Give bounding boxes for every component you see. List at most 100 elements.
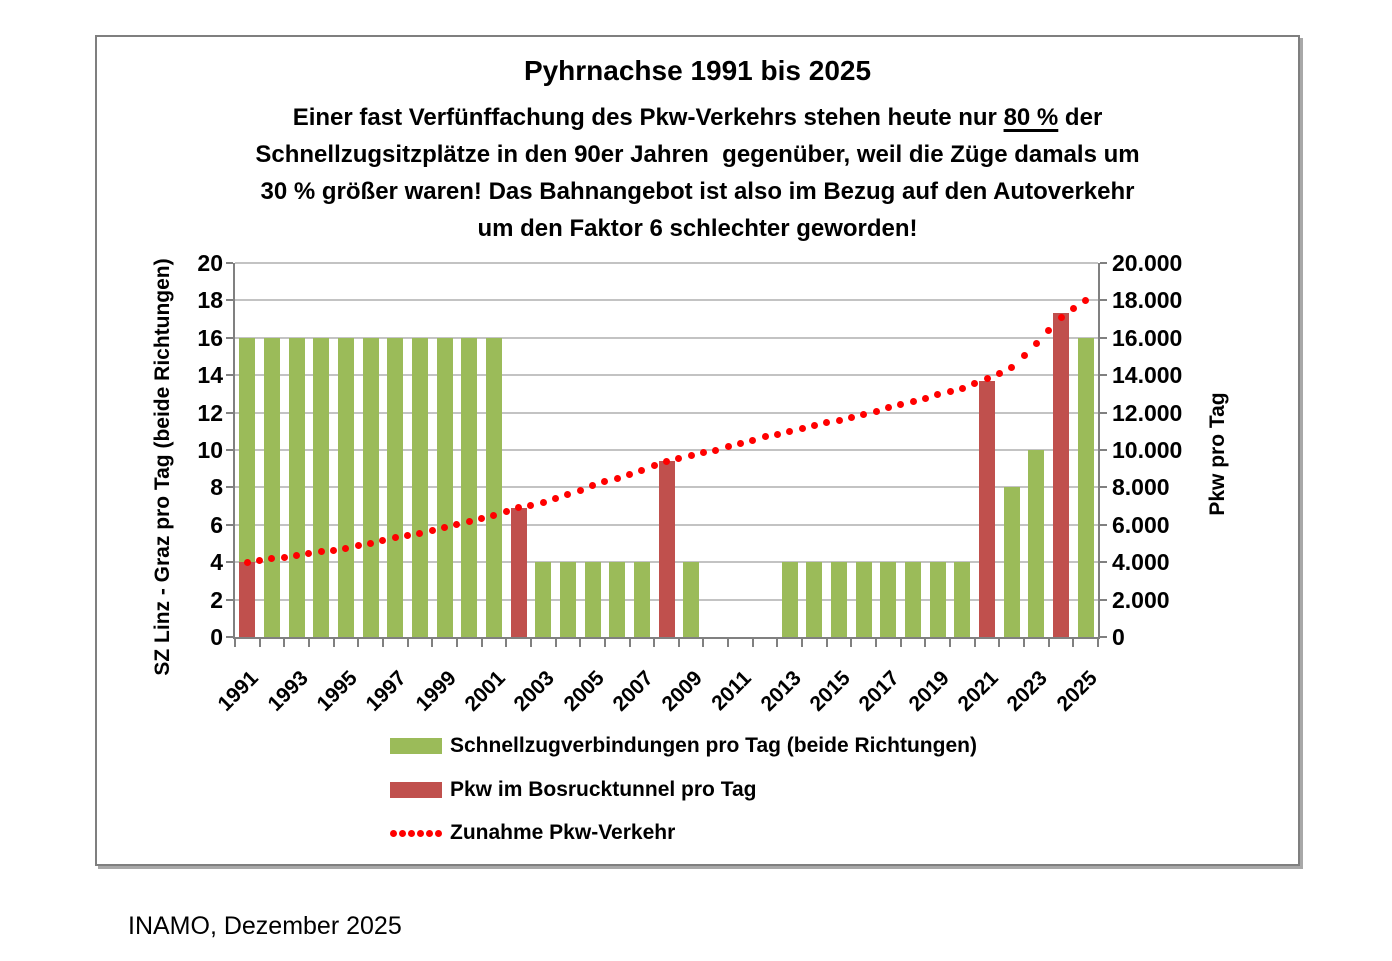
trend-dot — [983, 375, 991, 383]
trend-dot — [872, 407, 880, 415]
trend-dot — [909, 397, 917, 405]
trend-dot — [243, 558, 251, 566]
trend-dot — [268, 554, 276, 562]
trend-dot — [847, 413, 855, 421]
chart-title: Pyhrnachse 1991 bis 2025 — [523, 55, 872, 86]
right-axis-tick-label: 6.000 — [1112, 511, 1170, 538]
x-axis-tick — [949, 639, 952, 647]
right-axis-tick-label: 0 — [1112, 624, 1125, 650]
x-axis-line — [233, 637, 1100, 639]
bar-train-1993 — [288, 337, 305, 637]
left-axis-tick — [226, 262, 233, 264]
x-axis-tick — [357, 639, 360, 647]
x-axis-tick — [1023, 639, 1026, 647]
bar-train-2018 — [905, 562, 922, 637]
left-axis-tick — [226, 374, 233, 377]
left-axis-tick — [226, 411, 233, 414]
bar-car-2002 — [510, 507, 527, 637]
x-axis-tick — [998, 639, 1001, 647]
right-axis-tick-label: 4.000 — [1112, 549, 1170, 576]
trend-dot — [280, 553, 288, 561]
x-axis-tick — [653, 639, 656, 647]
left-axis-tick-label: 2 — [210, 586, 223, 613]
legend-swatch-red-dots — [390, 829, 442, 837]
subtitle-line1-post: der — [1058, 104, 1103, 131]
legend-dot — [417, 829, 424, 837]
left-axis-tick — [226, 561, 233, 564]
legend-item-trains: Schnellzugverbindungen pro Tag (beide Ri… — [390, 733, 977, 759]
left-axis-tick — [226, 336, 233, 339]
right-axis-tick — [1100, 486, 1107, 489]
trend-dot — [675, 454, 683, 462]
left-axis-tick-label: 6 — [210, 511, 223, 538]
legend-dot — [426, 829, 433, 837]
bar-train-2015 — [831, 562, 848, 637]
trend-dot — [749, 436, 757, 444]
gridline — [235, 336, 1098, 339]
right-axis-line — [1098, 263, 1100, 639]
left-axis-tick — [226, 636, 233, 638]
right-axis-title: Pkw pro Tag — [1206, 392, 1229, 516]
x-axis-tick — [505, 639, 508, 647]
left-axis-tick-label: 10 — [197, 437, 223, 463]
x-axis-tick — [875, 639, 878, 647]
trend-dot — [773, 430, 781, 438]
left-axis-tick-label: 20 — [197, 250, 223, 276]
bar-train-2013 — [781, 562, 798, 637]
left-axis-tick — [226, 486, 233, 489]
bar-train-1997 — [387, 337, 404, 637]
left-axis-tick — [226, 598, 233, 601]
gridline — [235, 299, 1098, 302]
legend-dot — [399, 829, 406, 837]
trend-dot — [576, 486, 584, 494]
caption: INAMO, Dezember 2025 — [128, 912, 402, 940]
x-axis-tick — [1047, 639, 1050, 647]
left-axis-tick-label: 16 — [197, 324, 223, 351]
left-axis-tick-label: 18 — [197, 287, 223, 314]
trend-dot — [626, 470, 633, 478]
x-axis-tick — [381, 639, 384, 647]
bar-train-2009 — [683, 562, 700, 637]
trend-dot — [601, 478, 609, 486]
bar-train-2007 — [633, 562, 650, 637]
gridline — [235, 262, 1098, 264]
trend-dot — [515, 504, 523, 512]
gridline — [235, 374, 1098, 377]
trend-dot — [946, 388, 954, 396]
trend-dot — [650, 462, 658, 470]
trend-dot — [354, 542, 362, 550]
bar-train-2001 — [485, 337, 502, 637]
trend-dot — [724, 443, 732, 451]
trend-dot — [958, 384, 966, 392]
x-axis-tick — [554, 639, 557, 647]
x-axis-tick — [677, 639, 680, 647]
left-axis-line — [233, 263, 235, 639]
legend-dot — [408, 829, 415, 837]
bar-car-1991 — [239, 562, 256, 637]
right-axis-tick-label: 2.000 — [1112, 586, 1170, 613]
right-axis-tick — [1100, 299, 1107, 302]
trend-dot — [995, 369, 1003, 377]
x-axis-tick — [234, 639, 236, 647]
x-axis-tick — [579, 639, 582, 647]
right-axis-tick — [1100, 561, 1107, 564]
x-axis-tick — [480, 639, 483, 647]
subtitle-line-1: Einer fast Verfünffachung des Pkw-Verkeh… — [95, 99, 1300, 136]
right-axis-tick-label: 14.000 — [1112, 362, 1183, 389]
x-axis-tick — [628, 639, 631, 647]
x-axis-tick — [727, 639, 730, 647]
trend-dot — [884, 404, 892, 412]
legend-label-trains: Schnellzugverbindungen pro Tag (beide Ri… — [450, 734, 977, 757]
trend-dot — [860, 410, 868, 418]
legend-swatch-red-bar — [390, 782, 442, 798]
right-axis-tick — [1100, 411, 1107, 414]
x-axis-tick — [899, 639, 902, 647]
bar-train-1995 — [337, 337, 354, 637]
trend-dot — [736, 439, 744, 447]
left-axis-tick-label: 0 — [210, 624, 223, 650]
x-axis-tick — [283, 639, 286, 647]
trend-dot — [502, 508, 510, 516]
trend-dot — [921, 394, 929, 402]
left-axis-tick — [226, 523, 233, 526]
trend-dot — [441, 524, 449, 532]
